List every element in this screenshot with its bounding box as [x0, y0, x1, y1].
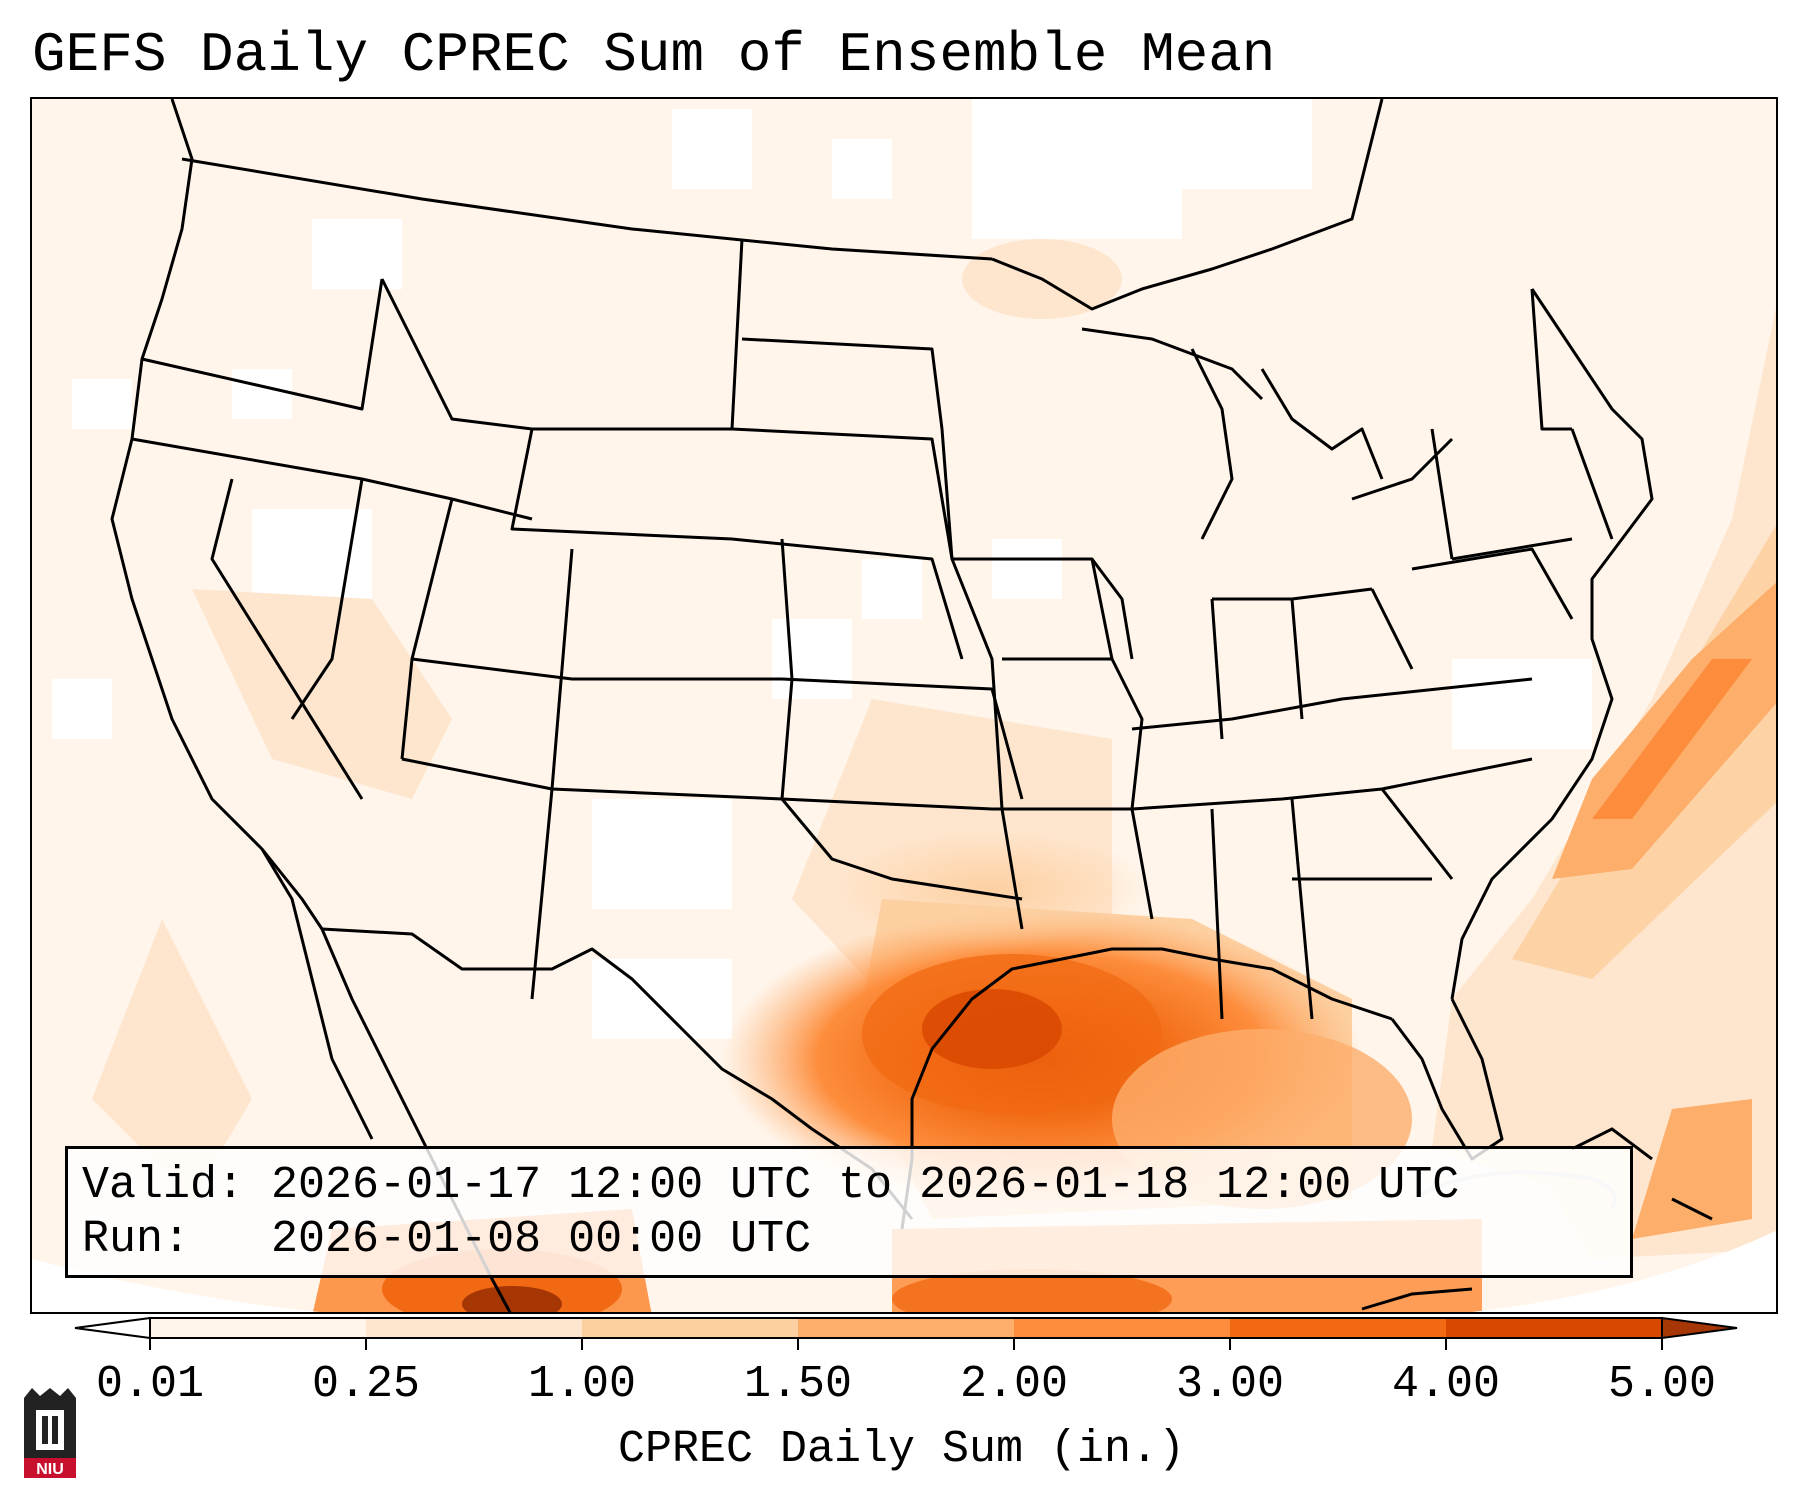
map-canvas	[32, 99, 1776, 1312]
colorbar-over-arrow	[1661, 1316, 1738, 1340]
valid-label: Valid:	[82, 1160, 245, 1211]
valid-line: Valid: 2026-01-17 12:00 UTC to 2026-01-1…	[82, 1159, 1616, 1213]
colorbar-tick-label: 1.00	[527, 1359, 637, 1410]
caribbean-islands	[1361, 1127, 1713, 1311]
dry-patches	[52, 99, 1592, 1039]
info-box: Valid: 2026-01-17 12:00 UTC to 2026-01-1…	[65, 1146, 1633, 1278]
colorbar-segment	[1446, 1318, 1662, 1338]
colorbar-under-arrow	[74, 1316, 151, 1340]
colorbar-tick-label: 2.00	[959, 1359, 1069, 1410]
svg-text:NIU: NIU	[36, 1461, 64, 1478]
niu-logo-icon: NIU	[24, 1388, 76, 1478]
colorbar-label: CPREC Daily Sum (in.)	[617, 1424, 1186, 1475]
precipitation-map	[30, 97, 1778, 1314]
run-value: 2026-01-08 00:00 UTC	[271, 1214, 812, 1265]
colorbar-tick-label: 1.50	[743, 1359, 853, 1410]
colorbar-tick-label: 0.25	[311, 1359, 421, 1410]
run-line: Run: 2026-01-08 00:00 UTC	[82, 1213, 1616, 1267]
colorbar-segment	[366, 1318, 582, 1338]
boundaries	[110, 99, 1654, 1312]
colorbar-tick-label: 5.00	[1607, 1359, 1717, 1410]
run-label: Run:	[82, 1214, 191, 1265]
valid-value: 2026-01-17 12:00 UTC to 2026-01-18 12:00…	[271, 1160, 1460, 1211]
colorbar-tick-label: 4.00	[1391, 1359, 1501, 1410]
projection-edge-left	[32, 1259, 320, 1312]
colorbar-segment	[582, 1318, 798, 1338]
map-title: GEFS Daily CPREC Sum of Ensemble Mean	[32, 23, 1276, 87]
colorbar-outline	[149, 1317, 1663, 1339]
colorbar-segment	[1230, 1318, 1446, 1338]
colorbar	[74, 1316, 1738, 1350]
colorbar-segments	[74, 1316, 1738, 1340]
colorbar-segment	[798, 1318, 1014, 1338]
colorbar-segment	[1014, 1318, 1230, 1338]
colorbar-tick-label: 0.01	[95, 1359, 205, 1410]
colorbar-segment	[150, 1318, 366, 1338]
colorbar-tick-label: 3.00	[1175, 1359, 1285, 1410]
colorbar-ticks	[149, 1338, 1663, 1350]
projection-edge-right	[1472, 1230, 1776, 1312]
